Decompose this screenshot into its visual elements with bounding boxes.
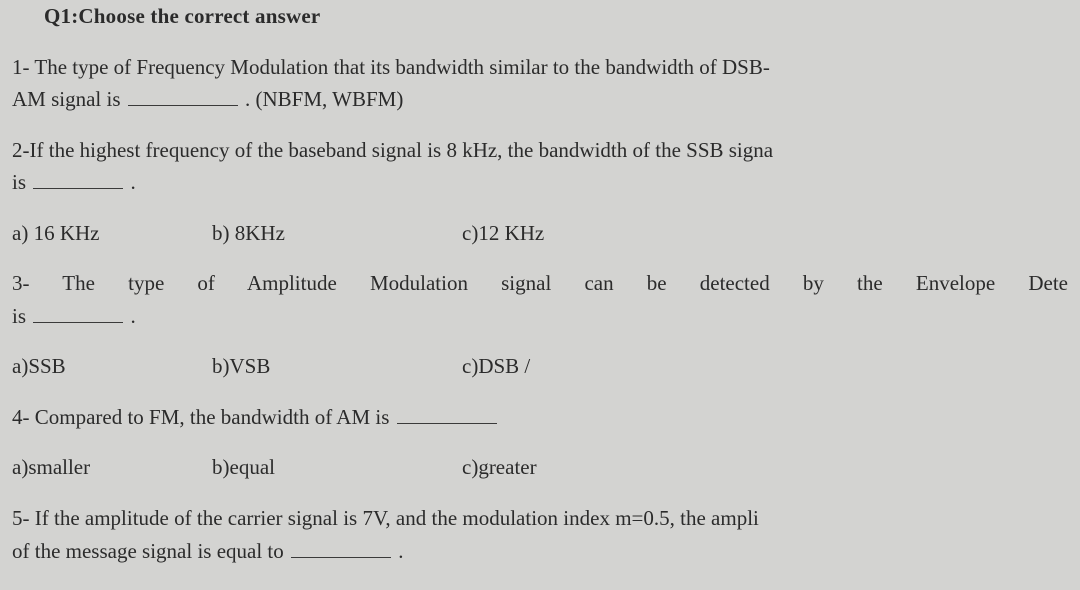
q2-options: a) 16 KHz b) 8KHz c)12 KHz xyxy=(12,217,1068,250)
q3-option-b[interactable]: b)VSB xyxy=(212,350,462,383)
question-1: 1- The type of Frequency Modulation that… xyxy=(12,51,1068,116)
q3-text-after: . xyxy=(131,304,136,328)
q5-text-before: of the message signal is equal to xyxy=(12,539,284,563)
q4-options: a)smaller b)equal c)greater xyxy=(12,451,1068,484)
section-header: Q1:Choose the correct answer xyxy=(44,0,1068,33)
q5-option-b[interactable]: b)14V xyxy=(212,585,462,590)
q5-option-a[interactable]: a)3.5V xyxy=(12,585,212,590)
q2-text-after: . xyxy=(131,170,136,194)
q4-text-before: 4- Compared to FM, the bandwidth of AM i… xyxy=(12,405,389,429)
q2-option-c[interactable]: c)12 KHz xyxy=(462,217,1068,250)
question-2: 2-If the highest frequency of the baseba… xyxy=(12,134,1068,250)
q2-line1: 2-If the highest frequency of the baseba… xyxy=(12,134,1068,167)
q3-blank[interactable] xyxy=(33,303,123,323)
q4-blank[interactable] xyxy=(397,404,497,424)
q1-text-after: . (NBFM, WBFM) xyxy=(245,87,403,111)
q1-line2: AM signal is . (NBFM, WBFM) xyxy=(12,83,1068,116)
q2-option-a[interactable]: a) 16 KHz xyxy=(12,217,212,250)
q1-blank[interactable] xyxy=(128,86,238,106)
q2-option-b[interactable]: b) 8KHz xyxy=(212,217,462,250)
q1-text-before: AM signal is xyxy=(12,87,121,111)
q4-option-a[interactable]: a)smaller xyxy=(12,451,212,484)
q2-text-before: is xyxy=(12,170,26,194)
question-3: 3- The type of Amplitude Modulation sign… xyxy=(12,267,1068,300)
q5-blank[interactable] xyxy=(291,538,391,558)
q1-line1: 1- The type of Frequency Modulation that… xyxy=(12,51,1068,84)
q3-options: a)SSB b)VSB c)DSB / xyxy=(12,350,1068,383)
q3-line1: 3- The type of Amplitude Modulation sign… xyxy=(12,267,1068,300)
exam-page: Q1:Choose the correct answer 1- The type… xyxy=(12,0,1068,590)
q4-option-b[interactable]: b)equal xyxy=(212,451,462,484)
q5-options: a)3.5V b)14V c)7V xyxy=(12,585,1068,590)
q3-option-a[interactable]: a)SSB xyxy=(12,350,212,383)
q2-line2: is . xyxy=(12,166,1068,199)
q4-option-c[interactable]: c)greater xyxy=(462,451,1068,484)
question-5: 5- If the amplitude of the carrier signa… xyxy=(12,502,1068,590)
q5-text-after: . xyxy=(398,539,403,563)
q3-text-before: is xyxy=(12,304,26,328)
q4-line1: 4- Compared to FM, the bandwidth of AM i… xyxy=(12,401,1068,434)
q5-line2: of the message signal is equal to . xyxy=(12,535,1068,568)
q2-blank[interactable] xyxy=(33,169,123,189)
question-3-line2: is . xyxy=(12,300,1068,333)
question-4: 4- Compared to FM, the bandwidth of AM i… xyxy=(12,401,1068,484)
q5-option-c[interactable]: c)7V xyxy=(462,585,1068,590)
q5-line1: 5- If the amplitude of the carrier signa… xyxy=(12,502,1068,535)
q3-option-c[interactable]: c)DSB / xyxy=(462,350,1068,383)
